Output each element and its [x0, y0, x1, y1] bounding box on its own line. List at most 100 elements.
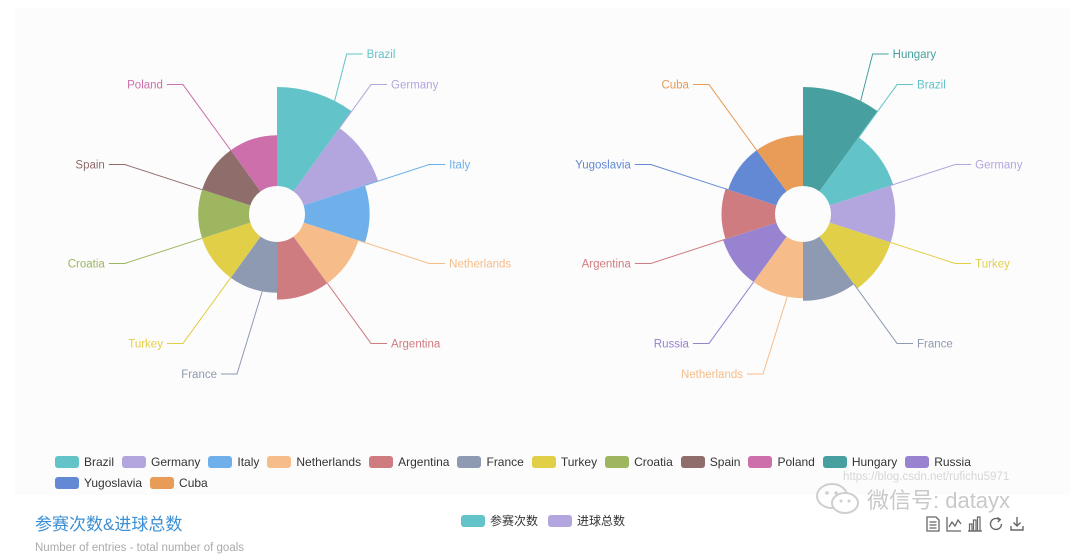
chart-title: 参赛次数&进球总数 — [35, 515, 183, 534]
series-legend-item-participations[interactable]: 参赛次数 — [461, 512, 538, 529]
series-legend-item-goals[interactable]: 进球总数 — [548, 512, 625, 529]
bar-chart-icon[interactable] — [966, 515, 984, 533]
legend-item-argentina[interactable]: Argentina — [369, 453, 449, 470]
data-view-icon[interactable] — [924, 515, 942, 533]
callout-line-goals-russia — [692, 281, 754, 344]
slice-entries-argentina[interactable] — [277, 236, 328, 300]
callout-line-entries-brazil — [334, 53, 363, 101]
callout-line-goals-argentina — [634, 238, 726, 264]
legend-label-poland: Poland — [777, 454, 815, 469]
legend-swatch-argentina — [369, 455, 394, 468]
slice-entries-brazil[interactable] — [277, 87, 352, 192]
legend-swatch-cuba — [150, 476, 175, 489]
slice-entries-spain[interactable] — [202, 150, 261, 206]
wechat-icon — [816, 483, 859, 514]
callout-label-goals-russia: Russia — [654, 338, 690, 350]
wechat-watermark: 微信号: datayx — [815, 482, 1010, 516]
callout-line-goals-germany — [890, 164, 972, 187]
chart-panel: Brazil Germany Italy Netherlands Argentina Fr… — [15, 8, 1070, 495]
callout-line-goals-turkey — [890, 241, 972, 264]
wechat-id: 微信号: datayx — [867, 488, 1011, 513]
legend-swatch-turkey — [531, 455, 556, 468]
callout-label-goals-netherlands: Netherlands — [681, 369, 743, 381]
slice-entries-italy[interactable] — [303, 185, 370, 243]
callout-label-goals-brazil: Brazil — [917, 80, 946, 92]
callout-label-entries-france: France — [181, 369, 217, 381]
legend-item-hungary[interactable]: Hungary — [822, 453, 898, 470]
callout-line-goals-cuba — [692, 84, 758, 151]
legend-item-france[interactable]: France — [457, 453, 524, 470]
legend-swatch-italy — [208, 455, 233, 468]
legend-swatch-germany — [122, 455, 147, 468]
legend-swatch-spain — [680, 455, 705, 468]
callout-label-goals-argentina: Argentina — [582, 258, 632, 270]
series-swatch-participations — [461, 514, 485, 527]
legend-item-cuba[interactable]: Cuba — [150, 474, 208, 491]
legend-item-netherlands[interactable]: Netherlands — [267, 453, 361, 470]
legend-item-turkey[interactable]: Turkey — [531, 453, 597, 470]
legend-item-germany[interactable]: Germany — [122, 453, 200, 470]
slice-entries-france[interactable] — [230, 236, 277, 293]
callout-label-entries-poland: Poland — [127, 80, 163, 92]
legend-swatch-netherlands — [267, 455, 292, 468]
slice-entries-germany[interactable] — [293, 127, 379, 206]
slice-goals-hungary[interactable] — [803, 87, 878, 192]
slice-goals-netherlands[interactable] — [753, 236, 803, 299]
line-chart-icon[interactable] — [945, 515, 963, 533]
slice-entries-turkey[interactable] — [202, 222, 261, 278]
chart-toolbox — [924, 515, 1029, 533]
callout-line-goals-brazil — [858, 84, 914, 138]
legend-label-hungary: Hungary — [851, 454, 898, 469]
chart-subtitle: Number of entries - total number of goal… — [35, 542, 245, 554]
slice-entries-poland[interactable] — [230, 135, 277, 192]
callout-label-goals-france: France — [917, 338, 953, 350]
callout-line-goals-hungary — [860, 53, 889, 101]
legend-label-brazil: Brazil — [84, 454, 115, 469]
callout-line-entries-france — [221, 291, 263, 375]
legend-item-croatia[interactable]: Croatia — [605, 453, 673, 470]
rose-chart-goals: Hungary Brazil Germany Turkey France Netherla… — [575, 49, 1023, 381]
legend-swatch-croatia — [605, 455, 630, 468]
legend-item-spain[interactable]: Spain — [680, 453, 740, 470]
legend-swatch-brazil — [55, 455, 79, 468]
callout-line-entries-turkey — [166, 277, 232, 344]
rose-chart-entries: Brazil Germany Italy Netherlands Argentina Fr… — [68, 49, 512, 381]
callout-line-entries-germany — [339, 84, 388, 129]
slice-goals-argentina[interactable] — [721, 188, 777, 240]
legend-item-italy[interactable]: Italy — [208, 453, 259, 470]
slice-goals-germany[interactable] — [829, 185, 896, 243]
rose-charts: Brazil Germany Italy Netherlands Argentina Fr… — [68, 49, 1023, 381]
slice-goals-turkey[interactable] — [819, 222, 891, 289]
legend-item-russia[interactable]: Russia — [905, 453, 971, 470]
legend-item-yugoslavia[interactable]: Yugoslavia — [55, 474, 142, 491]
callout-label-entries-germany: Germany — [391, 80, 439, 92]
callout-line-goals-yugoslavia — [634, 164, 729, 191]
download-icon[interactable] — [1008, 515, 1026, 533]
legend-item-brazil[interactable]: Brazil — [55, 453, 114, 470]
slice-goals-brazil[interactable] — [819, 137, 894, 206]
callout-label-entries-croatia: Croatia — [68, 258, 106, 270]
slice-goals-cuba[interactable] — [756, 135, 803, 192]
callout-line-entries-argentina — [326, 282, 388, 344]
callout-line-entries-poland — [166, 84, 232, 151]
slice-goals-france[interactable] — [803, 236, 855, 301]
callout-label-goals-yugoslavia: Yugoslavia — [575, 160, 631, 172]
series-swatch-goals — [548, 514, 573, 527]
slice-goals-yugoslavia[interactable] — [728, 150, 787, 206]
callout-line-goals-netherlands — [747, 296, 788, 375]
legend-label-yugoslavia: Yugoslavia — [84, 475, 143, 490]
slice-entries-netherlands[interactable] — [293, 222, 359, 284]
series-label-goals: 进球总数 — [577, 514, 626, 528]
legend-swatch-russia — [905, 455, 930, 468]
series-legend: 参赛次数 进球总数 — [461, 512, 635, 529]
callout-label-goals-cuba: Cuba — [661, 80, 689, 92]
slice-goals-russia[interactable] — [723, 222, 787, 283]
slice-entries-croatia[interactable] — [198, 189, 251, 239]
callout-line-entries-croatia — [108, 237, 203, 264]
callout-line-entries-italy — [364, 164, 446, 186]
callout-label-entries-spain: Spain — [75, 160, 104, 172]
callout-label-entries-turkey: Turkey — [128, 338, 163, 350]
legend-item-poland[interactable]: Poland — [748, 453, 815, 470]
callout-line-goals-france — [853, 283, 914, 344]
restore-icon[interactable] — [987, 515, 1005, 533]
